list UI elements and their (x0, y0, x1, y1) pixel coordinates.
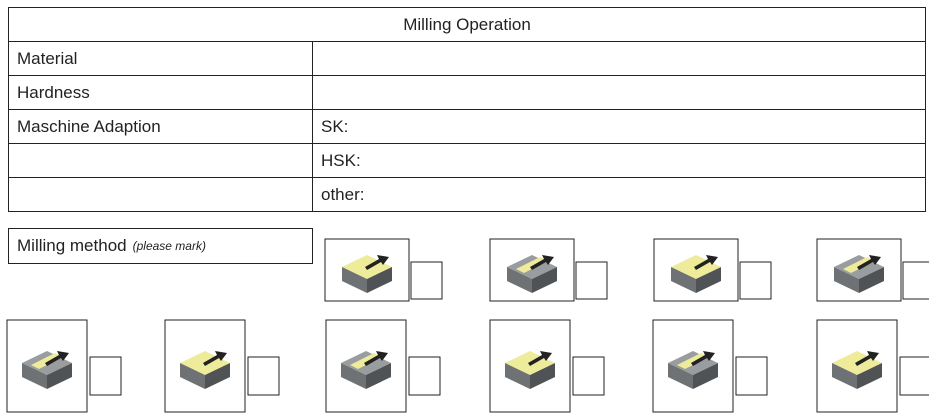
arrow (45, 351, 69, 366)
block-right (530, 363, 555, 389)
icon (505, 351, 555, 389)
icon (342, 255, 392, 293)
icon (668, 351, 718, 389)
method-label-cell: Milling method (please mark) (8, 228, 313, 264)
block-right (367, 267, 392, 293)
checkbox (739, 261, 772, 300)
method-label: Milling method (17, 236, 127, 255)
icon (22, 351, 72, 389)
checkbox (247, 356, 280, 396)
slot (31, 353, 63, 369)
slot (350, 353, 382, 369)
block-left (505, 363, 530, 389)
row-value: SK: (321, 116, 349, 136)
checkbox (899, 356, 929, 396)
arrow (364, 351, 388, 366)
checkbox (575, 261, 608, 300)
arrow (365, 255, 389, 270)
block-right (47, 363, 72, 389)
block-right (693, 363, 718, 389)
block-left (22, 363, 47, 389)
icon (671, 255, 721, 293)
slot (843, 257, 875, 273)
row-value-cell: other: (312, 177, 926, 212)
checkbox (410, 261, 443, 300)
block-left (341, 363, 366, 389)
row-value: other: (321, 184, 365, 204)
block-left (834, 267, 859, 293)
row-value: HSK: (321, 150, 361, 170)
arrow (857, 255, 881, 270)
block-left (668, 363, 693, 389)
icon (834, 255, 884, 293)
block-right (366, 363, 391, 389)
checkbox (572, 356, 605, 396)
row-label: Material (17, 48, 78, 68)
block-right (205, 363, 230, 389)
arrow (694, 255, 718, 270)
arrow (528, 351, 552, 366)
block-left (342, 267, 367, 293)
arrow (691, 351, 715, 366)
block-left (180, 363, 205, 389)
row-label: Hardness (17, 82, 90, 102)
row-label: Maschine Adaption (17, 116, 161, 136)
slot (677, 353, 709, 369)
checkbox (89, 356, 122, 396)
icon (180, 351, 230, 389)
arrow (530, 255, 554, 270)
block-right (859, 267, 884, 293)
checkbox (735, 356, 768, 396)
block-left (832, 363, 857, 389)
block-left (671, 267, 696, 293)
block-right (532, 267, 557, 293)
block-right (857, 363, 882, 389)
icon (832, 351, 882, 389)
slot (516, 257, 548, 273)
method-note: (please mark) (132, 239, 206, 253)
block-left (507, 267, 532, 293)
icon (507, 255, 557, 293)
checkbox (902, 261, 929, 300)
block-right (696, 267, 721, 293)
arrow (855, 351, 879, 366)
checkbox (408, 356, 441, 396)
arrow (203, 351, 227, 366)
icon (341, 351, 391, 389)
